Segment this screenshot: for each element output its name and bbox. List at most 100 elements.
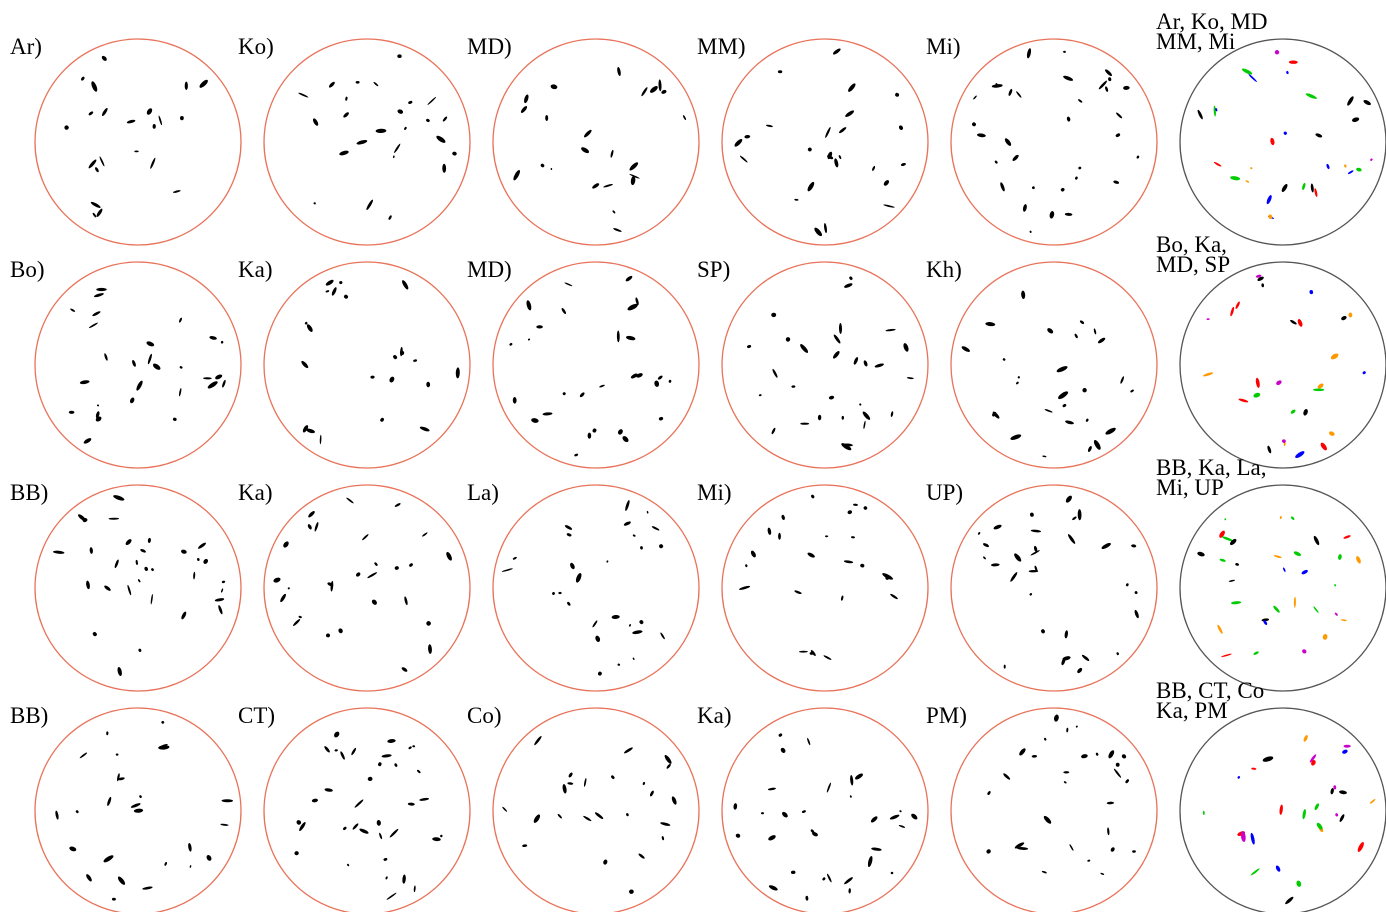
fault-mark <box>1030 512 1035 517</box>
fault-mark <box>1078 166 1082 170</box>
fault-mark <box>1315 132 1323 138</box>
fault-mark <box>401 666 408 672</box>
fault-mark <box>142 886 153 890</box>
fault-mark <box>826 873 832 883</box>
fault-mark <box>1021 290 1026 299</box>
fault-mark <box>623 747 633 755</box>
fault-mark <box>146 340 155 347</box>
fault-mark <box>838 155 842 160</box>
fault-mark <box>1250 868 1260 876</box>
panel-circle <box>1180 262 1386 468</box>
fault-mark <box>767 834 776 842</box>
overlay-label: MD, SP <box>1156 252 1230 277</box>
fault-mark <box>1326 163 1330 169</box>
fault-mark <box>328 81 336 89</box>
panel-label: BB) <box>10 703 48 728</box>
fault-mark <box>1063 781 1067 784</box>
fault-mark <box>1334 584 1337 587</box>
fault-mark <box>1016 91 1023 99</box>
fault-mark <box>147 353 153 364</box>
fault-mark <box>1087 859 1090 862</box>
fault-mark <box>781 811 789 819</box>
fault-mark <box>1253 392 1261 399</box>
fault-mark <box>636 372 644 378</box>
fault-mark <box>117 667 123 677</box>
fault-mark <box>351 747 357 755</box>
fault-mark <box>840 442 852 452</box>
fault-mark <box>313 202 316 204</box>
fault-mark <box>850 775 854 786</box>
fault-mark <box>148 538 152 544</box>
fault-mark <box>512 556 517 560</box>
fault-mark <box>314 522 319 532</box>
fault-mark <box>747 344 752 348</box>
fault-mark <box>1340 315 1347 321</box>
fault-mark <box>355 571 361 577</box>
fault-mark <box>1093 328 1096 334</box>
fault-mark <box>116 773 120 781</box>
fault-mark <box>899 810 902 813</box>
fault-mark <box>352 823 359 831</box>
fault-mark <box>646 511 648 514</box>
fault-mark <box>178 388 181 397</box>
fault-mark <box>140 548 147 553</box>
fault-mark <box>279 593 287 603</box>
fault-mark <box>139 795 143 799</box>
panel-label: Ka) <box>697 703 731 728</box>
fault-mark <box>1322 634 1328 641</box>
panel-label: UP) <box>926 480 963 505</box>
fault-mark <box>592 620 598 628</box>
fault-mark <box>580 146 590 154</box>
fault-mark <box>55 810 60 820</box>
fault-mark <box>1251 767 1256 770</box>
fault-mark <box>385 876 388 880</box>
fault-mark <box>96 208 104 218</box>
fault-mark <box>828 395 834 400</box>
fault-mark <box>112 898 116 901</box>
fault-mark <box>807 552 816 559</box>
fault-mark <box>1062 403 1067 407</box>
fault-mark <box>639 619 644 625</box>
fault-mark <box>445 551 453 561</box>
fault-mark <box>1197 109 1204 120</box>
fault-mark <box>346 497 354 504</box>
fault-mark <box>651 525 660 531</box>
fault-mark <box>342 111 349 118</box>
fault-mark <box>361 534 369 541</box>
fault-mark <box>94 292 105 298</box>
fault-mark <box>778 733 783 738</box>
panel-label: Kh) <box>926 257 962 282</box>
fault-mark <box>1065 213 1073 217</box>
fault-mark <box>533 735 542 746</box>
fault-mark <box>558 592 562 595</box>
fault-mark <box>1100 872 1104 875</box>
fault-mark <box>512 169 521 181</box>
figure-row: Bo)Ka)MD)SP)Kh)Bo, Ka,MD, SP <box>10 232 1386 468</box>
fault-mark <box>1370 158 1373 161</box>
fault-mark <box>759 394 762 397</box>
panel-circle <box>35 262 241 468</box>
fault-mark <box>583 815 592 822</box>
fault-mark <box>853 357 859 366</box>
fault-mark <box>898 125 904 131</box>
fault-mark <box>1032 755 1038 758</box>
fault-mark <box>1224 518 1226 520</box>
fault-mark <box>744 135 750 139</box>
fault-mark <box>221 379 226 388</box>
fault-mark <box>1313 535 1321 546</box>
fault-mark <box>1075 725 1078 728</box>
fault-mark <box>568 772 574 778</box>
fault-mark <box>334 749 338 752</box>
fault-mark <box>331 287 338 297</box>
fault-mark <box>1107 802 1115 805</box>
fault-mark <box>1309 290 1313 295</box>
fault-mark <box>843 282 853 289</box>
fault-mark <box>339 150 350 157</box>
fault-mark <box>871 165 875 171</box>
fault-mark <box>849 795 852 798</box>
fault-mark <box>1079 320 1084 325</box>
fault-mark <box>1344 164 1347 168</box>
fault-mark <box>540 163 545 168</box>
fault-mark <box>983 556 987 560</box>
